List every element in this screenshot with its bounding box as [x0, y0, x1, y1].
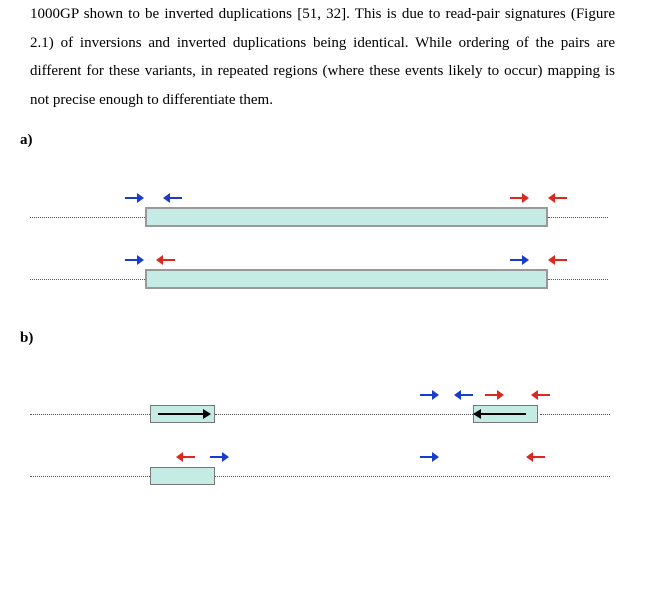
- body-paragraph: 1000GP shown to be inverted duplications…: [30, 0, 615, 114]
- reference-line: [30, 414, 150, 415]
- read-arrow-icon: [155, 254, 175, 266]
- panel-b-row-2: [30, 449, 615, 499]
- figure-panel-a: [30, 190, 615, 302]
- read-arrow-icon: [210, 451, 230, 463]
- reference-line: [30, 217, 145, 218]
- read-arrow-icon: [125, 254, 145, 266]
- reference-line: [30, 279, 145, 280]
- reference-line: [540, 414, 610, 415]
- reference-line: [215, 476, 610, 477]
- read-arrow-icon: [485, 389, 505, 401]
- read-arrow-icon: [420, 389, 440, 401]
- panel-a-label: a): [20, 126, 615, 155]
- panel-a-row-2: [30, 252, 615, 302]
- segment-rect: [150, 467, 215, 485]
- read-arrow-icon: [525, 451, 545, 463]
- panel-b-row-1: [30, 387, 615, 437]
- read-arrow-icon: [420, 451, 440, 463]
- segment-rect: [145, 269, 548, 289]
- orientation-arrow-icon: [481, 412, 526, 416]
- read-arrow-icon: [510, 192, 530, 204]
- reference-line: [548, 279, 608, 280]
- read-arrow-icon: [453, 389, 473, 401]
- reference-line: [215, 414, 473, 415]
- read-arrow-icon: [125, 192, 145, 204]
- figure-panel-b: [30, 387, 615, 499]
- read-arrow-icon: [175, 451, 195, 463]
- read-arrow-icon: [547, 192, 567, 204]
- read-arrow-icon: [162, 192, 182, 204]
- panel-a-row-1: [30, 190, 615, 240]
- panel-b-label: b): [20, 324, 615, 353]
- read-arrow-icon: [530, 389, 550, 401]
- segment-rect: [145, 207, 548, 227]
- orientation-arrow-icon: [158, 412, 203, 416]
- reference-line: [30, 476, 150, 477]
- read-arrow-icon: [510, 254, 530, 266]
- reference-line: [548, 217, 608, 218]
- read-arrow-icon: [547, 254, 567, 266]
